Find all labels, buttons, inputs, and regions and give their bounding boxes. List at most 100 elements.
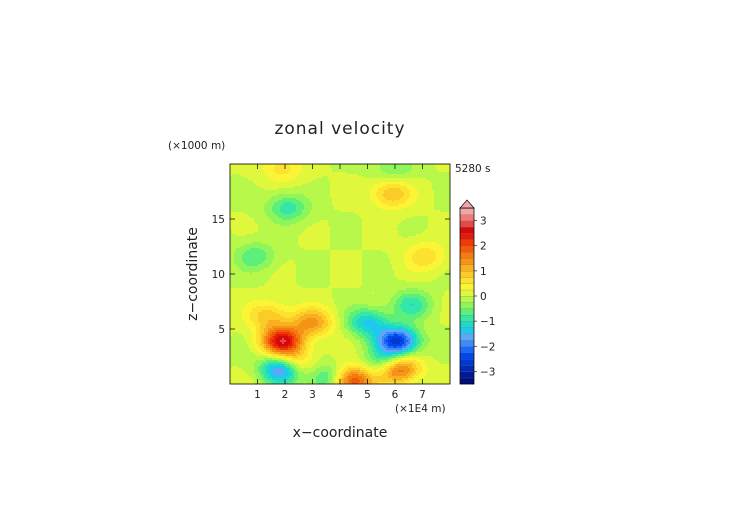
field-cell bbox=[362, 254, 389, 257]
field-cell bbox=[256, 326, 261, 329]
field-cell bbox=[400, 356, 407, 359]
field-cell bbox=[276, 330, 291, 333]
field-cell bbox=[366, 366, 385, 369]
field-cell bbox=[362, 274, 395, 277]
field-cell bbox=[282, 374, 289, 377]
field-cell bbox=[362, 328, 371, 331]
field-cell bbox=[330, 270, 363, 273]
field-cell bbox=[358, 174, 450, 177]
field-cell bbox=[304, 342, 307, 345]
field-cell bbox=[260, 338, 263, 341]
x-tick-label: 2 bbox=[282, 389, 289, 401]
field-cell bbox=[400, 360, 417, 363]
field-cell bbox=[242, 258, 267, 261]
field-cell bbox=[394, 270, 413, 273]
field-cell bbox=[362, 244, 415, 247]
field-cell bbox=[362, 236, 403, 239]
field-cell bbox=[420, 342, 423, 345]
field-cell bbox=[280, 206, 297, 209]
field-cell bbox=[328, 312, 333, 315]
colorbar-segment bbox=[459, 264, 475, 272]
field-cell bbox=[340, 366, 347, 369]
field-cell bbox=[434, 302, 443, 305]
field-cell bbox=[430, 314, 441, 317]
field-cell bbox=[332, 356, 359, 359]
field-cell bbox=[268, 376, 273, 379]
field-cell bbox=[258, 370, 263, 373]
field-cell bbox=[294, 342, 297, 345]
field-cell bbox=[274, 334, 277, 337]
field-cell bbox=[300, 342, 303, 345]
field-cell bbox=[230, 254, 235, 257]
field-cell bbox=[264, 188, 279, 191]
field-cell bbox=[426, 310, 433, 313]
field-cell bbox=[292, 334, 297, 337]
field-cell bbox=[346, 366, 363, 369]
field-cell bbox=[304, 340, 309, 343]
field-cell bbox=[384, 340, 387, 343]
field-cell bbox=[408, 198, 417, 201]
field-cell bbox=[230, 232, 233, 235]
field-cell bbox=[304, 330, 315, 333]
field-cell bbox=[274, 204, 283, 207]
field-cell bbox=[412, 338, 415, 341]
field-cell bbox=[296, 370, 301, 373]
field-cell bbox=[330, 382, 335, 384]
field-cell bbox=[390, 368, 395, 371]
field-cell bbox=[394, 304, 401, 307]
field-cell bbox=[398, 358, 403, 361]
field-cell bbox=[386, 198, 401, 201]
field-cell bbox=[230, 164, 265, 167]
field-cell bbox=[328, 324, 333, 327]
field-cell bbox=[264, 376, 269, 379]
field-cell bbox=[294, 352, 301, 355]
field-cell bbox=[270, 374, 277, 377]
field-cell bbox=[404, 252, 415, 255]
field-cell bbox=[292, 340, 295, 343]
field-cell bbox=[404, 334, 407, 337]
field-cell bbox=[410, 352, 417, 355]
field-cell bbox=[362, 222, 401, 225]
field-cell bbox=[330, 186, 373, 189]
field-cell bbox=[316, 376, 329, 379]
field-cell bbox=[394, 306, 401, 309]
field-cell bbox=[330, 246, 363, 249]
field-cell bbox=[438, 170, 450, 173]
field-cell bbox=[300, 200, 311, 203]
field-cell bbox=[304, 382, 307, 384]
field-cell bbox=[242, 270, 261, 273]
field-cell bbox=[256, 338, 261, 341]
field-cell bbox=[328, 322, 333, 325]
field-cell bbox=[340, 374, 343, 377]
field-cell bbox=[416, 340, 421, 343]
field-cell bbox=[362, 264, 393, 267]
field-cell bbox=[334, 328, 341, 331]
field-cell bbox=[444, 250, 450, 253]
field-cell bbox=[266, 368, 271, 371]
field-cell bbox=[424, 348, 450, 351]
field-cell bbox=[442, 306, 450, 309]
field-cell bbox=[422, 344, 429, 347]
field-cell bbox=[230, 280, 269, 283]
field-cell bbox=[296, 354, 303, 357]
field-cell bbox=[298, 362, 309, 365]
field-cell bbox=[442, 300, 450, 303]
field-cell bbox=[364, 324, 379, 327]
field-cell bbox=[244, 370, 255, 373]
field-cell bbox=[330, 264, 363, 267]
field-cell bbox=[412, 350, 417, 353]
field-cell bbox=[406, 312, 417, 315]
colorbar-segment bbox=[459, 333, 475, 341]
field-cell bbox=[378, 196, 385, 199]
field-cell bbox=[318, 382, 327, 384]
field-cell bbox=[346, 372, 351, 375]
field-cell bbox=[316, 342, 353, 345]
field-cell bbox=[280, 266, 297, 269]
field-cell bbox=[262, 366, 267, 369]
field-cell bbox=[420, 358, 435, 361]
field-cell bbox=[276, 312, 301, 315]
field-cell bbox=[382, 208, 403, 211]
field-cell bbox=[330, 272, 363, 275]
field-cell bbox=[336, 322, 341, 325]
field-cell bbox=[234, 254, 243, 257]
